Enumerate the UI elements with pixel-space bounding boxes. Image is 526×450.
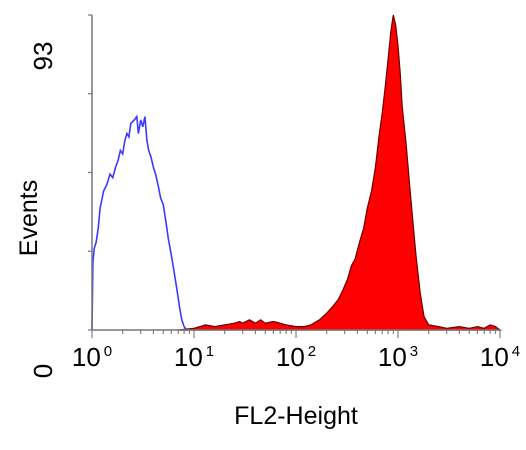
x-tick-label: 10 2 <box>276 342 316 372</box>
x-tick-label-exponent: 3 <box>410 343 418 360</box>
series-layer <box>91 14 502 331</box>
x-tick-label-base: 10 <box>276 342 305 372</box>
y-tick-marks <box>88 14 92 331</box>
series-filled-histogram <box>178 14 502 331</box>
x-tick-marks <box>91 330 501 338</box>
x-tick-label-base: 10 <box>378 342 407 372</box>
x-tick-label: 10 3 <box>378 342 418 372</box>
series-outline-histogram <box>91 114 188 331</box>
x-tick-label: 10 1 <box>174 342 214 372</box>
y-tick-label-min: 0 <box>28 364 58 378</box>
x-tick-label: 10 0 <box>72 342 112 372</box>
y-axis-title: Events <box>15 180 43 256</box>
x-tick-label-exponent: 4 <box>512 343 520 360</box>
x-tick-labels: 10 0 10 1 10 2 10 3 10 4 <box>72 342 520 372</box>
x-tick-label-base: 10 <box>480 342 509 372</box>
x-tick-label-base: 10 <box>174 342 203 372</box>
y-tick-label-max: 93 <box>28 42 58 71</box>
x-tick-label-exponent: 1 <box>206 343 214 360</box>
x-tick-label: 10 4 <box>480 342 520 372</box>
x-tick-label-base: 10 <box>72 342 101 372</box>
x-tick-label-exponent: 2 <box>308 343 316 360</box>
x-tick-label-exponent: 0 <box>104 343 112 360</box>
x-axis-title: FL2-Height <box>234 402 358 430</box>
